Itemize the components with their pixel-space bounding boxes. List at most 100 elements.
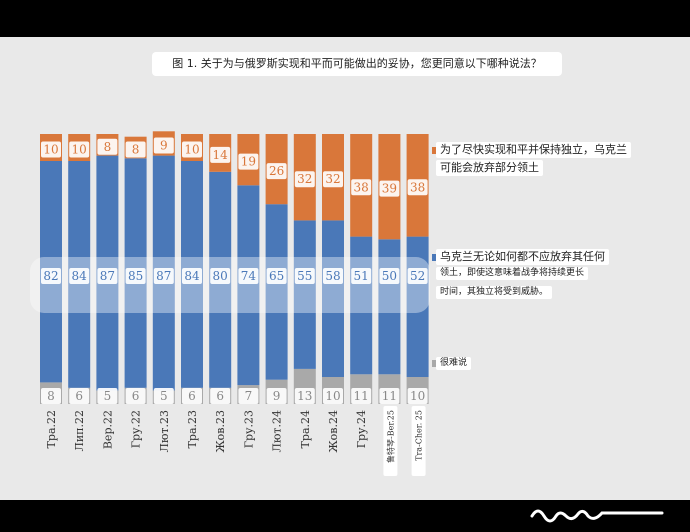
label-hard-to-say-6: 6 (216, 389, 224, 403)
label-compromise-11-bg (351, 179, 372, 196)
label-no-concession-0: 82 (43, 269, 58, 283)
label-hard-to-say-0: 8 (47, 389, 55, 403)
label-hard-to-say-2: 5 (104, 389, 112, 403)
label-no-concession-13-bg (407, 268, 428, 284)
label-no-concession-12-bg (379, 268, 400, 284)
label-hard-to-say-4-bg (153, 388, 174, 404)
label-hard-to-say-0-bg (41, 388, 61, 404)
label-no-concession-4: 87 (156, 269, 171, 283)
bar-no-concession-9 (293, 220, 316, 369)
label-compromise-12-bg (379, 180, 400, 197)
label-no-concession-9: 55 (297, 269, 312, 283)
label-no-concession-3-bg (125, 268, 146, 284)
label-hard-to-say-4: 5 (160, 389, 168, 403)
label-compromise-0: 10 (43, 143, 58, 157)
label-no-concession-4-bg (153, 268, 174, 284)
bar-no-concession-10 (322, 220, 344, 377)
label-no-concession-2: 87 (100, 269, 115, 283)
tick-label-7: Гру.23 (242, 410, 255, 448)
legend-hard-to-say: 很难说 (436, 357, 472, 370)
label-hard-to-say-7: 7 (245, 389, 253, 403)
label-compromise-0-bg (41, 141, 61, 158)
label-no-concession-11: 51 (354, 269, 369, 283)
label-no-concession-9-bg (294, 268, 315, 284)
label-hard-to-say-5: 6 (188, 389, 196, 403)
legend-no-concession-line3: 时间，其独立将受到威胁。 (436, 286, 553, 299)
label-compromise-1: 10 (72, 143, 87, 157)
tick-bg-13 (411, 406, 426, 476)
label-compromise-2: 8 (104, 140, 112, 154)
label-no-concession-0-bg (41, 268, 61, 284)
label-compromise-3: 8 (132, 143, 140, 157)
label-hard-to-say-12-bg (379, 388, 400, 404)
label-compromise-7-bg (238, 153, 259, 170)
tick-label-2: Вер.22 (101, 410, 114, 449)
bar-no-concession-8 (265, 204, 288, 380)
legend-swatch-no-concession (432, 254, 439, 261)
label-no-concession-1: 84 (72, 269, 88, 283)
label-hard-to-say-9-bg (294, 388, 315, 404)
label-hard-to-say-3-bg (125, 388, 146, 404)
label-compromise-5: 10 (184, 143, 199, 157)
label-hard-to-say-13-bg (407, 388, 428, 404)
label-no-concession-2-bg (97, 268, 118, 284)
label-no-concession-12: 50 (382, 269, 397, 283)
label-hard-to-say-12: 11 (382, 389, 397, 403)
tick-label-11: Гру.24 (355, 410, 368, 448)
signature-mark (530, 509, 664, 523)
label-hard-to-say-10-bg (323, 388, 343, 404)
label-no-concession-6: 80 (213, 269, 228, 283)
label-hard-to-say-8-bg (266, 388, 287, 404)
label-hard-to-say-2-bg (97, 388, 118, 404)
label-hard-to-say-5-bg (182, 388, 202, 404)
label-compromise-6: 14 (213, 148, 229, 162)
label-compromise-4: 9 (160, 138, 168, 152)
label-compromise-9: 32 (297, 172, 312, 186)
label-no-concession-6-bg (210, 268, 231, 284)
tick-label-5: Тра.23 (186, 410, 199, 448)
label-hard-to-say-3: 6 (132, 389, 140, 403)
label-compromise-13: 38 (410, 180, 425, 194)
tick-label-10: Жов.24 (327, 410, 340, 453)
label-hard-to-say-7-bg (238, 388, 259, 404)
tick-label-1: Лип.22 (73, 410, 86, 451)
label-no-concession-10-bg (323, 268, 343, 284)
label-compromise-5-bg (182, 141, 202, 158)
label-compromise-3-bg (125, 141, 146, 158)
label-hard-to-say-9: 13 (297, 389, 312, 403)
legend-compromise-line2: 可能会放弃部分领土 (436, 160, 543, 176)
label-compromise-9-bg (294, 171, 315, 188)
label-compromise-11: 38 (354, 180, 369, 194)
label-hard-to-say-8: 9 (273, 389, 281, 403)
label-hard-to-say-6-bg (210, 388, 231, 404)
label-no-concession-11-bg (351, 268, 372, 284)
label-hard-to-say-1-bg (69, 388, 90, 404)
label-compromise-4-bg (153, 137, 174, 154)
label-no-concession-5-bg (182, 268, 202, 284)
label-compromise-13-bg (407, 179, 428, 196)
legend-no-concession-line1: 乌克兰无论如何都不应放弃其任何 (436, 249, 609, 265)
label-hard-to-say-10: 10 (325, 389, 340, 403)
label-compromise-6-bg (210, 146, 231, 163)
label-no-concession-13: 52 (410, 269, 425, 283)
legend-no-concession-line2: 领土，即使这意味着战争将持续更长 (436, 267, 589, 280)
chart-title: 图 1. 关于为与俄罗斯实现和平而可能做出的妥协，您更同意以下哪种说法？ (152, 52, 562, 76)
label-compromise-10-bg (323, 171, 343, 188)
label-compromise-1-bg (69, 141, 90, 158)
label-hard-to-say-11: 11 (354, 389, 369, 403)
tick-label-6: Жов.23 (214, 410, 227, 453)
label-no-concession-8-bg (266, 268, 287, 284)
label-compromise-12: 39 (382, 182, 397, 196)
label-compromise-7: 19 (241, 155, 256, 169)
label-compromise-8-bg (266, 163, 287, 180)
tick-label-9: Тра.24 (299, 410, 312, 448)
label-no-concession-3: 85 (128, 269, 143, 283)
label-compromise-2-bg (97, 138, 118, 155)
tick-label-4: Лют.23 (158, 410, 171, 452)
legend-swatch-hard-to-say (432, 360, 439, 367)
label-compromise-8: 26 (269, 164, 284, 178)
highlight-band (30, 257, 430, 313)
label-no-concession-1-bg (69, 268, 90, 284)
label-compromise-10: 32 (325, 172, 340, 186)
